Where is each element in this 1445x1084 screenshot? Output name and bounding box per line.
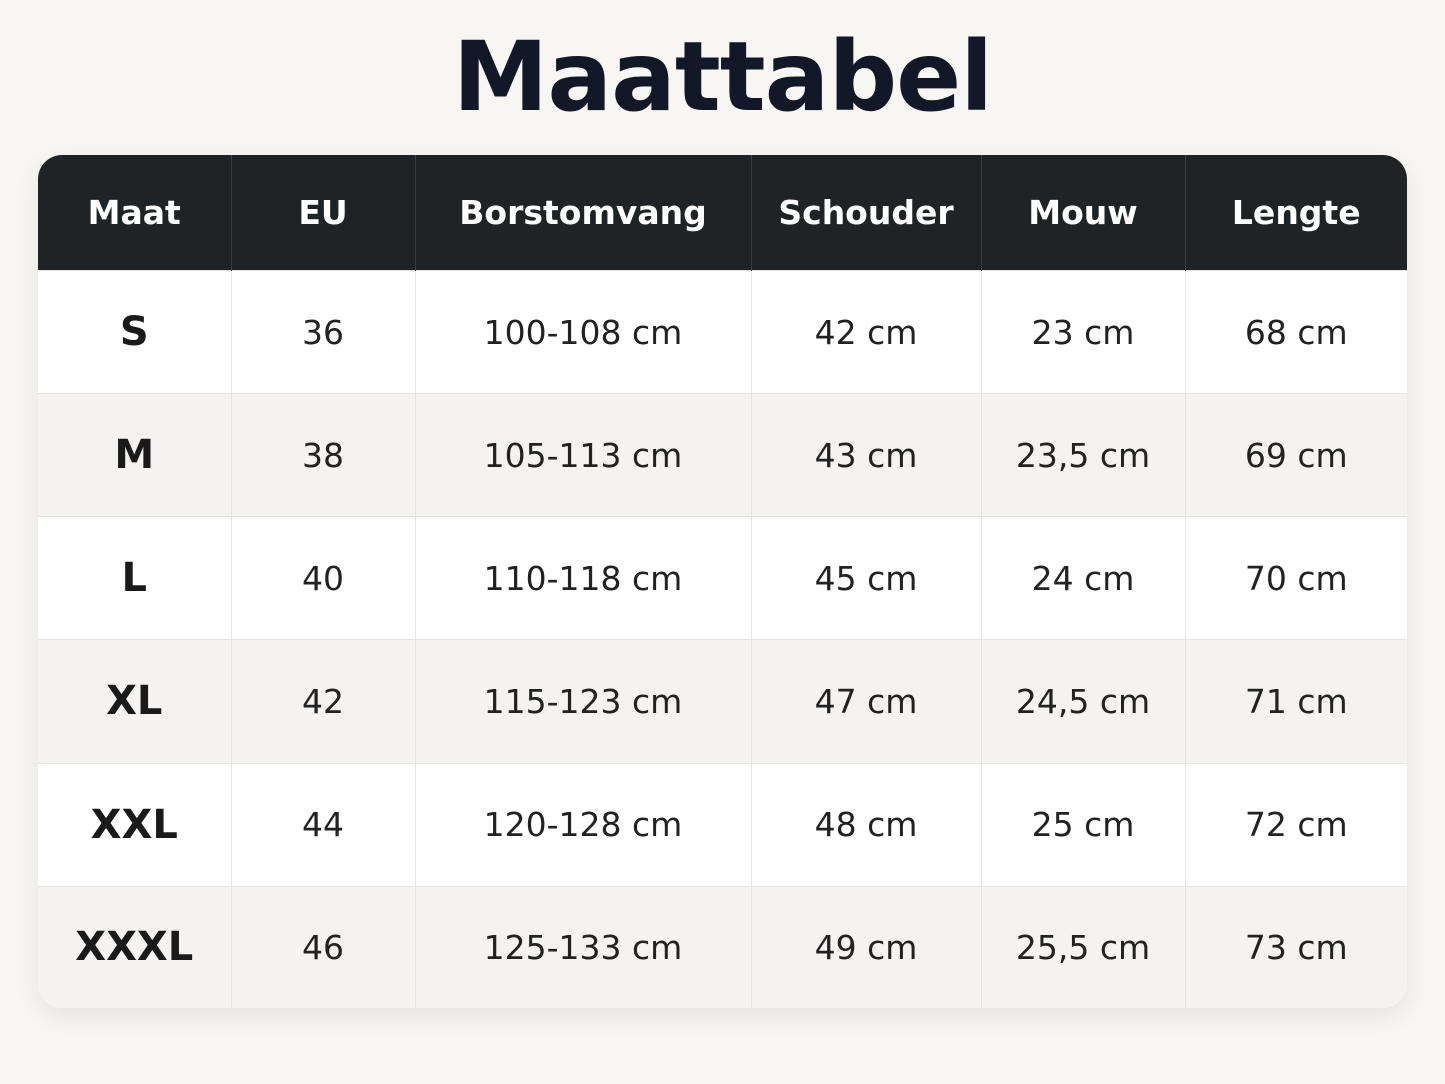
value-cell: 46 <box>230 885 415 1008</box>
header-cell: Lengte <box>1184 155 1407 271</box>
value-cell: 110-118 cm <box>414 516 751 640</box>
value-cell: 25,5 cm <box>980 885 1185 1008</box>
value-cell: 44 <box>230 762 415 887</box>
value-cell: 100-108 cm <box>414 269 751 394</box>
header-cell: Schouder <box>750 155 981 271</box>
header-cell: Borstomvang <box>414 155 751 271</box>
size-cell: XXL <box>38 762 231 887</box>
value-cell: 38 <box>230 393 415 517</box>
header-row: Maat EU Borstomvang Schouder Mouw Lengte <box>38 155 1407 271</box>
value-cell: 23 cm <box>980 269 1185 394</box>
value-cell: 25 cm <box>980 762 1185 887</box>
table-body: S 36 100-108 cm 42 cm 23 cm 68 cm M 38 105-113 c… <box>38 269 1407 1008</box>
page-title: Maattabel <box>452 21 993 133</box>
value-cell: 115-123 cm <box>414 639 751 763</box>
value-cell: 120-128 cm <box>414 762 751 887</box>
value-cell: 69 cm <box>1184 393 1407 517</box>
table-row: L 40 110-118 cm 45 cm 24 cm 70 cm <box>38 516 1407 640</box>
value-cell: 68 cm <box>1184 269 1407 394</box>
table-row: S 36 100-108 cm 42 cm 23 cm 68 cm <box>38 269 1407 394</box>
value-cell: 47 cm <box>750 639 981 763</box>
value-cell: 48 cm <box>750 762 981 887</box>
value-cell: 105-113 cm <box>414 393 751 517</box>
value-cell: 72 cm <box>1184 762 1407 887</box>
value-cell: 24,5 cm <box>980 639 1185 763</box>
size-cell: L <box>38 516 231 640</box>
table-row: XXXL 46 125-133 cm 49 cm 25,5 cm 73 cm <box>38 885 1407 1008</box>
header-cell: EU <box>230 155 415 271</box>
value-cell: 42 <box>230 639 415 763</box>
value-cell: 23,5 cm <box>980 393 1185 517</box>
header-cell: Maat <box>38 155 231 271</box>
size-table-card: Maat EU Borstomvang Schouder Mouw Lengte S 36 1… <box>38 155 1407 1008</box>
size-cell: XXXL <box>38 885 231 1008</box>
value-cell: 73 cm <box>1184 885 1407 1008</box>
header-cell: Mouw <box>980 155 1185 271</box>
value-cell: 40 <box>230 516 415 640</box>
size-cell: S <box>38 269 231 394</box>
value-cell: 49 cm <box>750 885 981 1008</box>
value-cell: 36 <box>230 269 415 394</box>
value-cell: 42 cm <box>750 269 981 394</box>
value-cell: 70 cm <box>1184 516 1407 640</box>
value-cell: 125-133 cm <box>414 885 751 1008</box>
table-row: XXL 44 120-128 cm 48 cm 25 cm 72 cm <box>38 762 1407 887</box>
value-cell: 45 cm <box>750 516 981 640</box>
value-cell: 24 cm <box>980 516 1185 640</box>
table-row: XL 42 115-123 cm 47 cm 24,5 cm 71 cm <box>38 639 1407 763</box>
size-cell: XL <box>38 639 231 763</box>
value-cell: 43 cm <box>750 393 981 517</box>
size-cell: M <box>38 393 231 517</box>
size-table: Maat EU Borstomvang Schouder Mouw Lengte S 36 1… <box>38 155 1407 1008</box>
value-cell: 71 cm <box>1184 639 1407 763</box>
table-row: M 38 105-113 cm 43 cm 23,5 cm 69 cm <box>38 393 1407 517</box>
